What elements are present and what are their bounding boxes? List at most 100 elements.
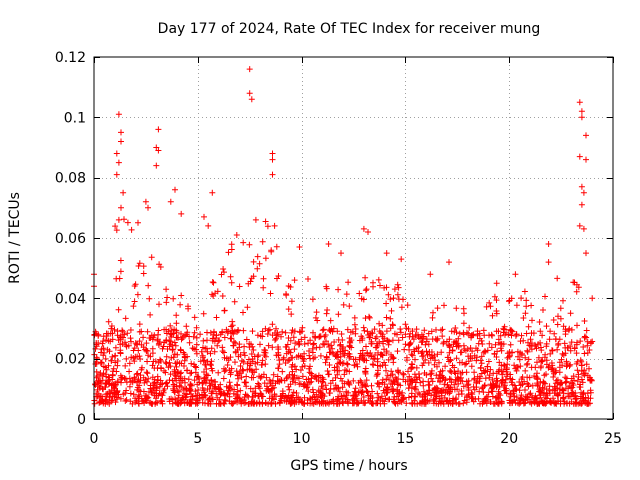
data-point (92, 345, 99, 352)
data-point (370, 283, 376, 290)
data-point (144, 328, 151, 335)
data-point (219, 293, 226, 299)
data-point (458, 374, 464, 381)
data-point (469, 391, 476, 398)
data-point (443, 338, 450, 345)
data-point (349, 400, 356, 407)
data-point (341, 371, 348, 378)
data-point (588, 377, 595, 384)
data-point (200, 310, 207, 317)
data-point (361, 327, 368, 334)
data-point (170, 330, 177, 337)
data-point (497, 392, 504, 399)
data-point (513, 367, 520, 374)
data-point (241, 349, 247, 356)
data-point (537, 394, 544, 401)
data-point (330, 325, 337, 332)
data-point (163, 360, 170, 367)
y-tick-label: 0.1 (64, 110, 86, 126)
data-point (216, 388, 223, 395)
data-point (395, 337, 402, 344)
data-point (189, 345, 196, 352)
data-point (194, 373, 201, 380)
data-point (234, 381, 240, 388)
data-point (273, 335, 279, 342)
data-point (249, 328, 256, 335)
data-point (201, 357, 208, 364)
data-point (162, 359, 169, 366)
data-point (145, 375, 152, 382)
data-point (486, 372, 493, 379)
data-point (417, 379, 424, 386)
data-point (103, 380, 110, 386)
data-point (173, 363, 180, 370)
data-point (434, 363, 440, 370)
data-point (305, 376, 312, 383)
data-point (305, 388, 312, 395)
data-point (402, 331, 409, 338)
data-point (583, 156, 589, 163)
data-point (351, 321, 358, 328)
data-point (157, 358, 164, 364)
data-point (444, 382, 451, 388)
data-point (220, 375, 227, 382)
data-point (289, 397, 296, 404)
data-point (164, 346, 171, 352)
data-point (128, 226, 135, 233)
data-point (127, 378, 134, 385)
x-tick-labels: 0 5 10 15 20 25 (90, 431, 622, 447)
data-point (362, 365, 369, 372)
data-point (390, 354, 397, 361)
data-point (335, 311, 342, 318)
data-point (405, 368, 411, 375)
data-point (566, 383, 573, 390)
data-point (147, 311, 154, 318)
data-point (150, 334, 157, 341)
data-point (365, 352, 372, 359)
data-point (233, 232, 240, 238)
data-point (283, 375, 290, 382)
data-point (95, 390, 102, 397)
data-point (581, 350, 588, 357)
data-point (185, 305, 192, 312)
y-tick-labels: 0 0.02 0.04 0.06 0.08 0.1 0.12 (55, 50, 86, 428)
data-point (535, 400, 542, 407)
data-point (394, 331, 400, 338)
data-point (571, 377, 577, 384)
data-point (387, 315, 394, 322)
data-point (136, 338, 143, 345)
data-point (584, 390, 591, 397)
data-point (551, 399, 558, 406)
data-point (578, 362, 585, 369)
data-point (538, 363, 545, 370)
data-point (560, 394, 566, 401)
data-point (347, 329, 354, 336)
data-point (496, 395, 503, 402)
data-point (144, 358, 151, 365)
data-point (434, 337, 440, 344)
data-point (104, 346, 111, 353)
data-point (394, 387, 401, 393)
data-point (193, 350, 200, 357)
data-point (199, 352, 206, 359)
data-point (366, 313, 372, 320)
data-point (288, 393, 294, 400)
data-point (339, 337, 346, 343)
data-point (454, 386, 461, 393)
data-point (358, 333, 365, 340)
data-point (292, 340, 299, 347)
data-point (328, 342, 335, 349)
data-point (211, 348, 218, 355)
data-point (499, 379, 506, 385)
data-point (573, 400, 580, 407)
data-point (382, 362, 389, 369)
data-point (554, 275, 561, 282)
data-point (250, 374, 257, 381)
data-point (540, 307, 546, 313)
data-point (350, 392, 357, 399)
data-point (440, 340, 447, 347)
data-point (573, 395, 580, 402)
data-point (227, 385, 234, 392)
data-point (395, 284, 402, 291)
data-point (512, 332, 519, 339)
